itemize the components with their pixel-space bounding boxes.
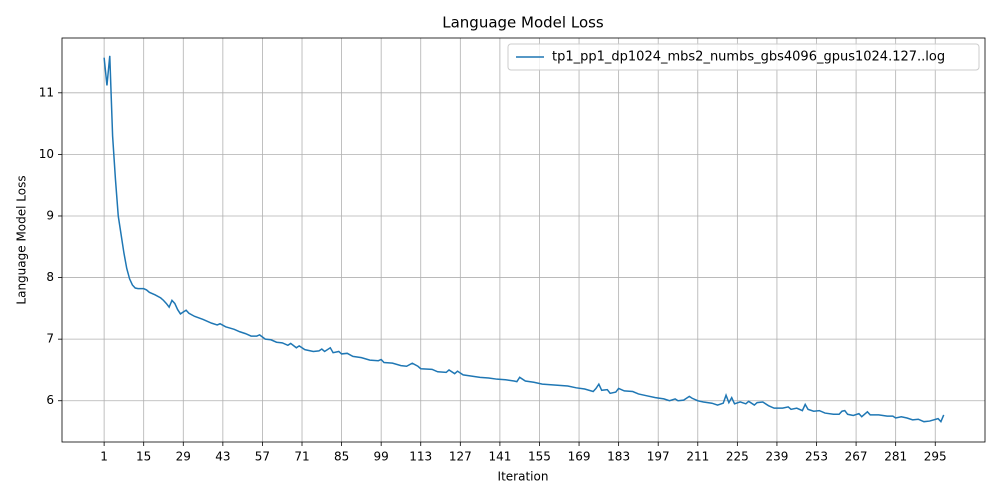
x-tick-label: 211 xyxy=(686,450,709,464)
y-axis-label: Language Model Loss xyxy=(15,175,29,304)
x-tick-label: 253 xyxy=(805,450,828,464)
y-tick-label: 9 xyxy=(46,208,54,222)
x-tick-label: 57 xyxy=(255,450,270,464)
x-tick-label: 1 xyxy=(100,450,108,464)
x-tick-label: 71 xyxy=(294,450,309,464)
chart-title: Language Model Loss xyxy=(442,14,604,32)
y-tick-label: 7 xyxy=(46,332,54,346)
plot-frame xyxy=(61,37,986,443)
x-tick-label: 85 xyxy=(334,450,349,464)
x-tick-label: 127 xyxy=(449,450,472,464)
x-tick-label: 225 xyxy=(726,450,749,464)
y-tick-label: 11 xyxy=(39,85,54,99)
y-tick-label: 8 xyxy=(46,270,54,284)
x-tick-label: 281 xyxy=(884,450,907,464)
x-tick-label: 15 xyxy=(136,450,151,464)
x-tick-label: 239 xyxy=(765,450,788,464)
x-tick-label: 99 xyxy=(374,450,389,464)
x-tick-label: 113 xyxy=(409,450,432,464)
x-tick-label: 169 xyxy=(568,450,591,464)
legend-label: tp1_pp1_dp1024_mbs2_numbs_gbs4096_gpus10… xyxy=(552,50,945,65)
y-tick-label: 6 xyxy=(46,393,54,407)
x-tick-label: 43 xyxy=(215,450,230,464)
y-tick-label: 10 xyxy=(39,147,54,161)
x-tick-label: 29 xyxy=(176,450,191,464)
legend-box xyxy=(507,43,980,71)
line-series xyxy=(103,55,945,424)
x-tick-label: 183 xyxy=(607,450,630,464)
x-tick-label: 155 xyxy=(528,450,551,464)
x-tick-label: 295 xyxy=(924,450,947,464)
x-axis-label: Iteration xyxy=(498,470,549,484)
x-tick-label: 267 xyxy=(845,450,868,464)
x-tick-label: 141 xyxy=(488,450,511,464)
x-tick-label: 197 xyxy=(647,450,670,464)
